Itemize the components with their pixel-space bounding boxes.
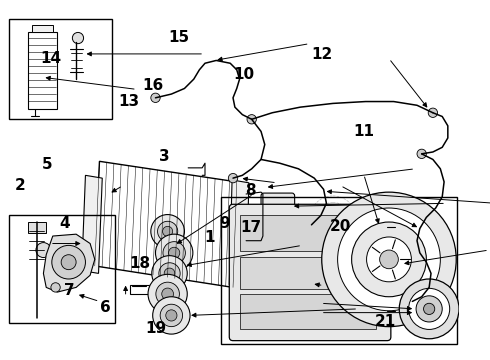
Text: 11: 11 <box>353 124 374 139</box>
Bar <box>27 32 57 109</box>
Circle shape <box>73 32 84 44</box>
Circle shape <box>158 221 178 242</box>
Circle shape <box>169 247 180 258</box>
Circle shape <box>292 274 309 291</box>
Circle shape <box>152 256 187 291</box>
Text: 4: 4 <box>59 216 70 231</box>
Text: 19: 19 <box>146 321 167 336</box>
Bar <box>32 25 53 32</box>
Circle shape <box>307 220 316 230</box>
Bar <box>241 257 376 289</box>
Text: 7: 7 <box>64 283 74 298</box>
Text: 18: 18 <box>129 256 150 271</box>
Circle shape <box>162 288 173 300</box>
Circle shape <box>273 215 283 224</box>
Circle shape <box>52 246 85 279</box>
Circle shape <box>166 310 177 321</box>
Circle shape <box>399 279 459 339</box>
Text: 17: 17 <box>240 220 261 235</box>
Text: 13: 13 <box>118 94 139 109</box>
Circle shape <box>367 237 412 282</box>
Circle shape <box>416 296 442 322</box>
Text: 2: 2 <box>15 177 26 193</box>
Circle shape <box>247 114 256 124</box>
Circle shape <box>409 288 450 329</box>
Circle shape <box>338 208 441 311</box>
Text: 3: 3 <box>159 149 169 164</box>
Polygon shape <box>44 234 95 292</box>
Circle shape <box>164 268 175 279</box>
Circle shape <box>51 283 60 292</box>
FancyBboxPatch shape <box>261 193 294 246</box>
Circle shape <box>392 222 401 231</box>
Circle shape <box>295 278 305 287</box>
Circle shape <box>153 297 190 334</box>
Bar <box>9 19 112 119</box>
Circle shape <box>163 226 172 237</box>
Polygon shape <box>82 175 102 273</box>
Text: 21: 21 <box>375 314 396 329</box>
Text: 5: 5 <box>42 157 52 172</box>
Circle shape <box>163 242 185 264</box>
Circle shape <box>155 234 193 271</box>
Circle shape <box>156 282 179 306</box>
Bar <box>221 197 457 345</box>
Circle shape <box>269 210 287 229</box>
Circle shape <box>408 297 417 306</box>
Polygon shape <box>229 180 249 287</box>
Text: 9: 9 <box>220 216 230 230</box>
Circle shape <box>228 174 238 183</box>
Circle shape <box>322 192 456 327</box>
Circle shape <box>159 263 180 284</box>
Text: 14: 14 <box>40 51 61 66</box>
Circle shape <box>148 274 187 314</box>
Circle shape <box>36 243 51 257</box>
Bar <box>241 294 376 329</box>
Circle shape <box>151 215 184 248</box>
Text: 6: 6 <box>100 300 111 315</box>
Bar <box>130 285 149 294</box>
Circle shape <box>61 255 76 270</box>
Circle shape <box>160 304 183 327</box>
Text: 10: 10 <box>233 67 254 82</box>
Text: 12: 12 <box>311 48 332 62</box>
FancyBboxPatch shape <box>229 204 391 341</box>
Bar <box>9 216 115 323</box>
Text: 8: 8 <box>245 183 256 198</box>
Circle shape <box>352 222 426 297</box>
Circle shape <box>423 303 435 315</box>
Circle shape <box>151 93 160 103</box>
Bar <box>27 222 46 233</box>
Circle shape <box>417 149 426 158</box>
Bar <box>241 216 376 251</box>
Text: 16: 16 <box>143 78 164 93</box>
Circle shape <box>380 250 398 269</box>
Text: 1: 1 <box>204 230 215 245</box>
Text: 15: 15 <box>169 30 190 45</box>
Circle shape <box>428 108 438 117</box>
Text: 20: 20 <box>329 219 351 234</box>
